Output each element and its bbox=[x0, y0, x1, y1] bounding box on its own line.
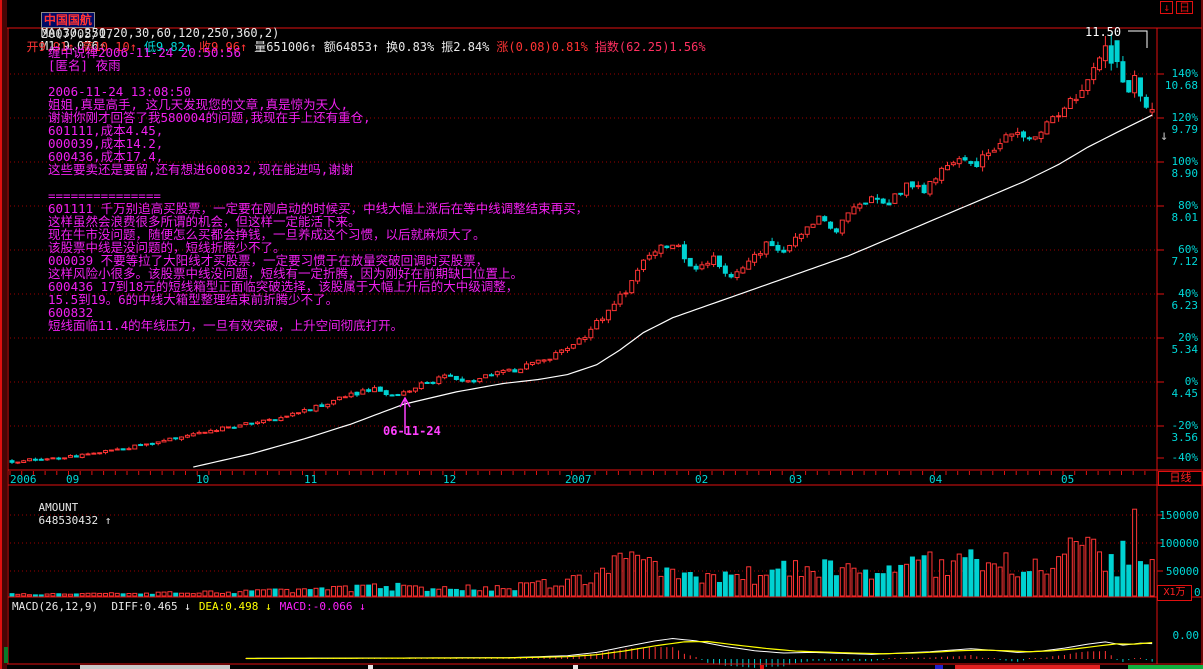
stock-name: 中国国航 bbox=[40, 12, 95, 28]
overlay-text-line: 601111,成本4.45, bbox=[48, 123, 164, 138]
quote-field-4: 量651006↑ bbox=[254, 40, 317, 54]
taskbar-fragment[interactable] bbox=[955, 665, 1100, 669]
price-axis: 140% 10.68 120% 9.79 100% 8.90 80% 8.01 60% … bbox=[1157, 28, 1202, 470]
quote-field-9: 指数(62.25)1.56% bbox=[594, 40, 706, 54]
period-icon[interactable]: 日 bbox=[1176, 1, 1193, 14]
volume-axis-label: 150000 bbox=[1159, 509, 1199, 522]
date-axis-label: 12 bbox=[443, 473, 457, 486]
window-left-edge bbox=[0, 0, 8, 669]
overlay-text-line: 2006-11-24 13:08:50 bbox=[48, 84, 191, 99]
quote-field-2: 低9.82↑ bbox=[143, 40, 193, 54]
forum-text-overlay: 缠中说禅2006-11-24 20:50:56 [匿名] 夜雨 2006-11-2… bbox=[48, 46, 588, 332]
price-level-label: 120% 9.79 bbox=[1171, 111, 1199, 136]
macd-readout-part-2: MACD:-0.066 ↓ bbox=[279, 600, 366, 613]
date-axis-label: 05 bbox=[1061, 473, 1075, 486]
date-axis-label: 03 bbox=[789, 473, 803, 486]
quote-field-8: 涨(0.08)0.81% bbox=[496, 40, 588, 54]
overlay-text-line: 短线面临11.4的年线压力，一旦有效突破，上升空间彻底打开。 bbox=[48, 318, 404, 333]
overlay-text-line: 姐姐,真是高手, 这几天发现您的文章,真是惊为天人, bbox=[48, 97, 349, 112]
price-level-label: -20% 3.56 bbox=[1171, 419, 1199, 444]
overlay-text-line: [匿名] 夜雨 bbox=[48, 58, 121, 73]
overlay-text-line: 谢谢你刚才回答了我580004的问题,我现在手上还有重仓, bbox=[48, 110, 371, 125]
m1-value: M1:9.076↑ bbox=[40, 39, 106, 53]
volume-axis-zero: 0 bbox=[1194, 586, 1201, 599]
volume-axis-label: 100000 bbox=[1159, 537, 1199, 550]
amount-label: AMOUNT bbox=[38, 501, 79, 514]
quote-field-1: 高10.10↑ bbox=[81, 40, 137, 54]
overlay-text-line: 现在牛市没问题，随便怎么买都会挣钱，一旦养成这个习惯，以后就麻烦大了。 bbox=[48, 227, 486, 242]
price-level-label: 20% 5.34 bbox=[1171, 331, 1199, 356]
overlay-text-line: 601111 千万别追高买股票，一定要在刚启动的时候买，中线大幅上涨后在等中线调… bbox=[48, 201, 589, 216]
date-axis-label: 09 bbox=[66, 473, 80, 486]
peak-price-annotation: 11.50 bbox=[1085, 25, 1122, 39]
date-axis-label: 11 bbox=[304, 473, 318, 486]
macd-readout-part-1: DEA:0.498 ↓ bbox=[198, 600, 272, 613]
overlay-text-line: 该股票中线是没问题的，短线折腾少不了。 bbox=[48, 240, 286, 255]
overlay-text-line: 15.5到19。6的中线大箱型整理结束前折腾少不了。 bbox=[48, 292, 339, 307]
header-quote-line: 2007/05/17 开9.91↑ 高10.10↑ 低9.82↑ 收9.96↑ 量651… bbox=[12, 15, 713, 54]
taskbar-fragment[interactable] bbox=[80, 665, 230, 669]
overlay-text-line: 这样虽然会浪费很多所谓的机会，但这样一定能活下来。 bbox=[48, 214, 361, 229]
left-edge-green-marker bbox=[4, 647, 8, 663]
overlay-text-line: 600832 bbox=[48, 305, 94, 320]
down-arrow-icon[interactable]: ↓ bbox=[1160, 1, 1173, 14]
price-level-label: 80% 8.01 bbox=[1171, 199, 1199, 224]
quote-field-0: 开9.91↑ bbox=[26, 40, 75, 54]
overlay-text-line: 这些要卖还是要留,还有想进600832,现在能进吗,谢谢 bbox=[48, 162, 354, 177]
overlay-text-line: 000039,成本14.2, bbox=[48, 136, 164, 151]
date-axis-label: 10 bbox=[196, 473, 210, 486]
date-axis-label: 2007 bbox=[565, 473, 592, 486]
amount-readout: AMOUNT 648530432 ↑ bbox=[12, 488, 112, 540]
amount-value: 648530432 ↑ bbox=[38, 514, 112, 527]
quote-field-6: 换0.83% bbox=[386, 40, 435, 54]
quote-date: 2007/05/17 bbox=[40, 27, 114, 41]
macd-axis-zero: 0.00 bbox=[1172, 629, 1200, 642]
price-level-label: 60% 7.12 bbox=[1171, 243, 1199, 268]
volume-axis-label: 50000 bbox=[1165, 565, 1199, 578]
overlay-text-line: 000039 不要等拉了大阳线才买股票，一定要习惯于在放量突破回调时买股票， bbox=[48, 253, 489, 268]
quote-field-3: 收9.96↑ bbox=[199, 40, 248, 54]
volume-panel[interactable] bbox=[8, 486, 1157, 597]
taskbar-fragment[interactable] bbox=[1128, 665, 1203, 669]
macd-readout-part-0: MACD(26,12,9) DIFF:0.465 ↓ bbox=[12, 600, 191, 613]
macd-panel[interactable] bbox=[8, 598, 1157, 664]
overlay-text-line: 600436,成本17.4, bbox=[48, 149, 164, 164]
price-level-label: 0% 4.45 bbox=[1171, 375, 1199, 400]
taskbar-strip[interactable] bbox=[0, 665, 1203, 669]
taskbar-fragment[interactable] bbox=[368, 665, 373, 669]
overlay-text-line: 600436 17到18元的短线箱型正面临突破选择，该股属于大幅上升后的大中级调… bbox=[48, 279, 519, 294]
overlay-text-line: 这样风险小很多。该股票中线没问题，短线有一定折腾，因为刚好在前期缺口位置上。 bbox=[48, 266, 524, 281]
quote-field-5: 额64853↑ bbox=[323, 40, 380, 54]
date-axis-label: 04 bbox=[929, 473, 943, 486]
taskbar-fragment[interactable] bbox=[760, 665, 764, 669]
date-axis-label: 02 bbox=[695, 473, 709, 486]
header-line1: 中国国航 MA(30,250,20,30,60,120,250,360,2) M… bbox=[12, 1, 279, 66]
price-level-label: 40% 6.23 bbox=[1171, 287, 1199, 312]
taskbar-fragment[interactable] bbox=[573, 665, 578, 669]
volume-unit-label: X1万 bbox=[1157, 585, 1192, 601]
overlay-text-line: =============== bbox=[48, 188, 161, 203]
taskbar-fragment[interactable] bbox=[935, 665, 943, 669]
quote-field-7: 振2.84% bbox=[441, 40, 490, 54]
period-selector[interactable]: 日线 bbox=[1158, 471, 1203, 486]
macd-readout: MACD(26,12,9) DIFF:0.465 ↓ DEA:0.498 ↓ MAC… bbox=[12, 600, 374, 613]
price-level-label: 100% 8.90 bbox=[1171, 155, 1199, 180]
price-level-label: -40% bbox=[1171, 451, 1199, 464]
event-date-annotation: 06-11-24 bbox=[383, 424, 441, 438]
scroll-down-indicator-icon: ↓ bbox=[1160, 128, 1169, 144]
date-axis-label: 2006 bbox=[10, 473, 37, 486]
price-level-label: 140% 10.68 bbox=[1164, 67, 1198, 92]
ma-settings: MA(30,250,20,30,60,120,250,360,2) bbox=[40, 26, 280, 40]
header-icons: ↓ 日 bbox=[1157, 1, 1193, 14]
overlay-text-line: 缠中说禅2006-11-24 20:50:56 bbox=[48, 45, 241, 60]
